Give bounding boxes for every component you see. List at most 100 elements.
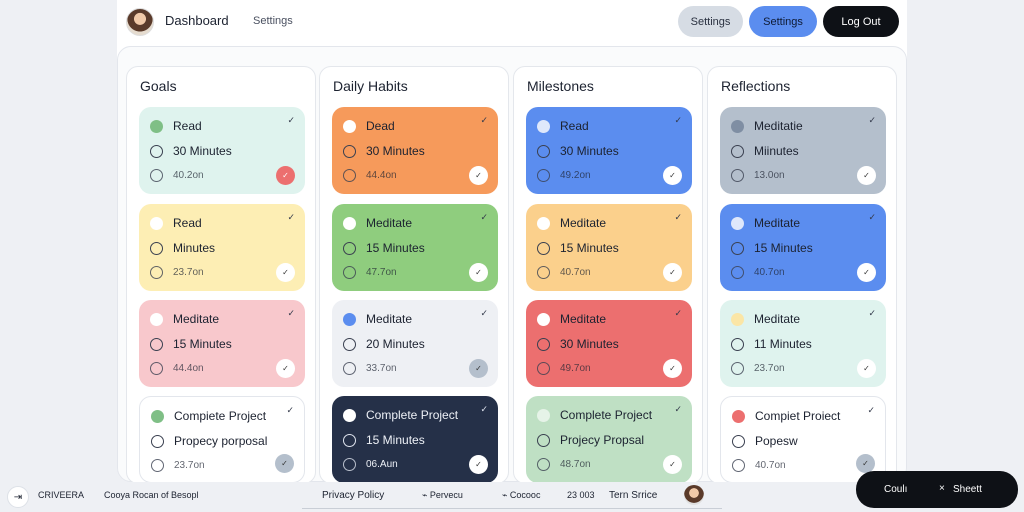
check-icon[interactable]: ✓: [276, 263, 295, 282]
check-icon[interactable]: ✓: [857, 263, 876, 282]
radio-icon[interactable]: [343, 337, 356, 351]
radio-icon[interactable]: [537, 458, 550, 471]
check-icon[interactable]: ✓: [469, 359, 488, 378]
habit-card[interactable]: ✓ Meditate 15 Minutes 44.4on ✓: [139, 300, 305, 387]
check-icon[interactable]: ✓: [663, 263, 682, 282]
check-icon[interactable]: ✓: [276, 359, 295, 378]
radio-icon[interactable]: [150, 241, 163, 255]
radio-icon[interactable]: [150, 337, 163, 351]
check-icon: ✓: [674, 308, 682, 318]
habit-card[interactable]: ✓ Dead 30 Minutes 44.4on ✓: [332, 107, 498, 194]
radio-icon[interactable]: [343, 266, 356, 279]
radio-icon[interactable]: [343, 362, 356, 375]
habit-card[interactable]: ✓ Meditate 15 Minutes 47.7on ✓: [332, 204, 498, 291]
footer-avatar[interactable]: [684, 485, 704, 505]
check-icon[interactable]: ✓: [857, 166, 876, 185]
status-dot: [537, 119, 550, 133]
radio-icon[interactable]: [731, 362, 744, 375]
radio-icon[interactable]: [731, 337, 744, 351]
radio-icon[interactable]: [150, 362, 163, 375]
radio-icon[interactable]: [343, 433, 356, 447]
radio-icon[interactable]: [537, 337, 550, 351]
check-icon: ✓: [868, 115, 876, 125]
habit-card[interactable]: ✓ Read 30 Minutes 49.2on ✓: [526, 107, 692, 194]
radio-icon[interactable]: [537, 266, 550, 279]
habit-card[interactable]: ✓ Read Minutes 23.7on ✓: [139, 204, 305, 291]
habit-card[interactable]: ✓ Meditate 15 Minutes 40.7on ✓: [526, 204, 692, 291]
close-icon[interactable]: ×: [939, 483, 945, 494]
card-title: Read: [560, 119, 589, 133]
habit-card[interactable]: ✓ Complete Project Projecy Propsal 48.7o…: [526, 396, 692, 483]
check-icon[interactable]: ✓: [275, 454, 294, 473]
check-icon[interactable]: ✓: [857, 359, 876, 378]
radio-icon[interactable]: [537, 144, 550, 158]
habit-card[interactable]: ✓ Compiet Proiect Popesw 40.7on ✓: [720, 396, 886, 483]
check-icon[interactable]: ✓: [663, 359, 682, 378]
habit-card[interactable]: ✓ Meditate 30 Minutes 49.7on ✓: [526, 300, 692, 387]
card-detail: 20 Minutes: [366, 337, 425, 351]
settings-button-secondary[interactable]: Settings: [678, 6, 743, 37]
dashboard-title[interactable]: Dashboard: [165, 13, 229, 28]
check-icon[interactable]: ✓: [663, 455, 682, 474]
habit-card[interactable]: ✓ Meditate 20 Minutes 33.7on ✓: [332, 300, 498, 387]
radio-icon[interactable]: [343, 144, 356, 158]
radio-icon[interactable]: [731, 266, 744, 279]
check-icon[interactable]: ✓: [663, 166, 682, 185]
user-avatar[interactable]: [126, 8, 154, 36]
check-icon[interactable]: ✓: [276, 166, 295, 185]
check-icon[interactable]: ✓: [469, 263, 488, 282]
radio-icon[interactable]: [537, 433, 550, 447]
settings-button-primary[interactable]: Settings: [749, 6, 817, 37]
radio-icon[interactable]: [537, 362, 550, 375]
radio-icon[interactable]: [732, 434, 745, 448]
radio-icon[interactable]: [150, 169, 163, 182]
check-icon[interactable]: ✓: [469, 166, 488, 185]
footer-link-label: Cocooc: [509, 490, 541, 500]
habit-card[interactable]: ✓ Complete Project 15 Minutes 06.Aun ✓: [332, 396, 498, 483]
radio-icon[interactable]: [150, 144, 163, 158]
radio-icon[interactable]: [151, 459, 164, 472]
habit-card[interactable]: ✓ Read 30 Minutes 40.2on ✓: [139, 107, 305, 194]
footer-link[interactable]: ⌁ Pervecu: [422, 490, 463, 500]
card-detail: 15 Minutes: [173, 337, 232, 351]
habit-card[interactable]: ✓ Meditatie Miinutes 13.0on ✓: [720, 107, 886, 194]
logout-button[interactable]: Log Out: [823, 6, 899, 37]
card-title: Meditate: [754, 312, 801, 326]
terms-link[interactable]: Tern Srrice: [609, 490, 658, 501]
radio-icon[interactable]: [731, 169, 744, 182]
radio-icon[interactable]: [343, 169, 356, 182]
radio-icon[interactable]: [151, 434, 164, 448]
radio-icon[interactable]: [732, 459, 745, 472]
check-icon: ✓: [674, 115, 682, 125]
toast-action-secondary[interactable]: Sheett: [953, 484, 982, 495]
check-icon[interactable]: ✓: [856, 454, 875, 473]
check-icon[interactable]: ✓: [469, 455, 488, 474]
privacy-link[interactable]: Privacy Policy: [322, 490, 385, 501]
toast-action[interactable]: Coulı: [884, 484, 908, 495]
settings-link[interactable]: Settings: [253, 15, 293, 27]
status-dot: [537, 408, 550, 422]
habit-card[interactable]: ✓ Meditate 15 Minutes 40.7on ✓: [720, 204, 886, 291]
radio-icon[interactable]: [731, 241, 744, 255]
status-dot: [537, 216, 550, 230]
card-meta: 49.7on: [560, 363, 591, 374]
habit-card[interactable]: ✓ Meditate 11 Minutes 23.7on ✓: [720, 300, 886, 387]
exit-icon[interactable]: ⇥: [7, 486, 29, 508]
radio-icon[interactable]: [343, 241, 356, 255]
check-icon: ✓: [480, 308, 488, 318]
radio-icon[interactable]: [537, 241, 550, 255]
status-dot: [343, 216, 356, 230]
footer-link[interactable]: 23 003: [567, 490, 595, 500]
card-detail: 15 Minutes: [560, 241, 619, 255]
habit-card[interactable]: ✓ Compiete Project Propecy porposal 23.7…: [139, 396, 305, 483]
footer-link[interactable]: ⌁ Cocooc: [502, 490, 541, 500]
check-icon: ✓: [674, 212, 682, 222]
radio-icon[interactable]: [731, 144, 744, 158]
card-title: Complete Project: [560, 408, 653, 422]
check-icon: ✓: [286, 405, 294, 415]
radio-icon[interactable]: [343, 458, 356, 471]
check-icon: ✓: [867, 405, 875, 415]
card-detail: 30 Minutes: [173, 144, 232, 158]
radio-icon[interactable]: [537, 169, 550, 182]
radio-icon[interactable]: [150, 266, 163, 279]
